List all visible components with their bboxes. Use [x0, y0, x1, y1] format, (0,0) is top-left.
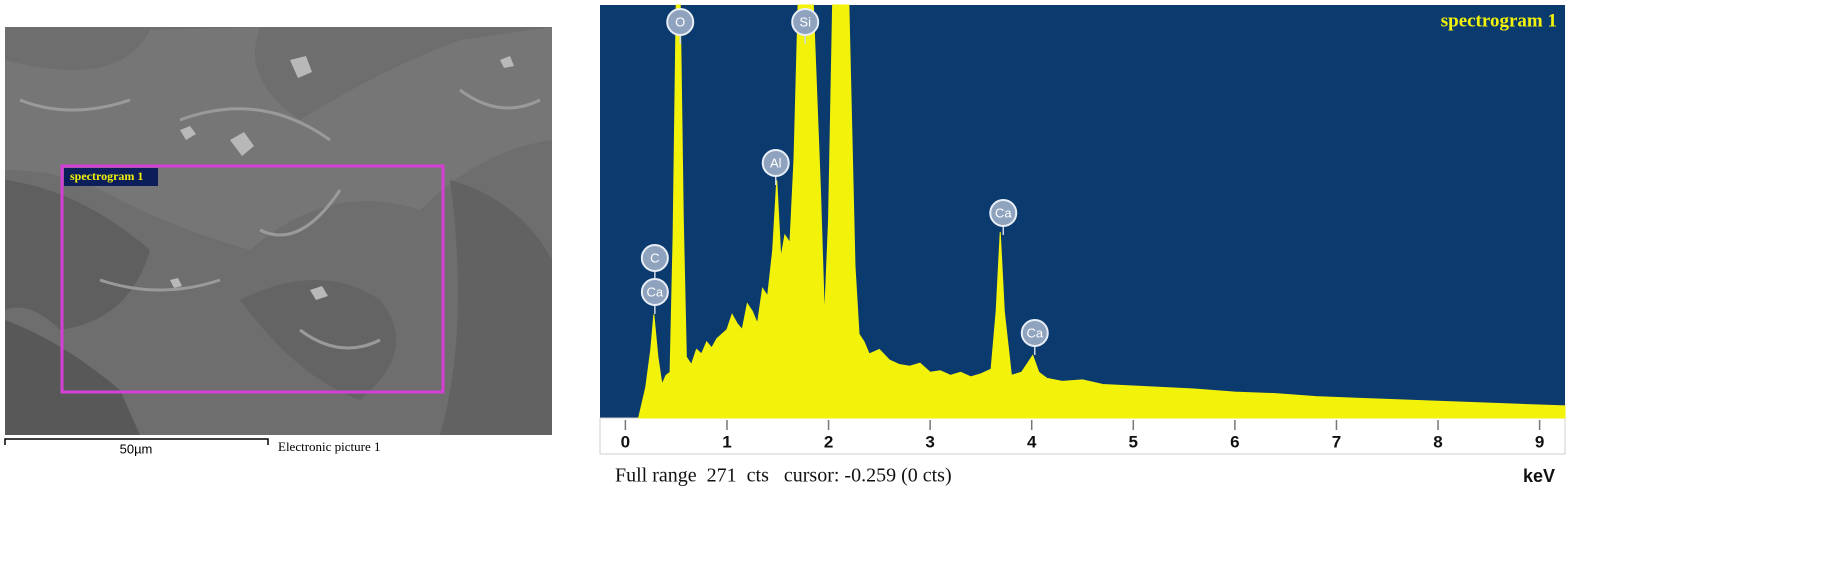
annotation-bubble — [640, 244, 669, 272]
annotation-label: Si — [799, 14, 811, 29]
annotation-bubble — [1020, 319, 1049, 347]
region-label-box — [64, 168, 158, 186]
sem-texture — [5, 320, 140, 435]
x-tick-label: 0 — [621, 432, 630, 451]
x-axis-label: keV — [1523, 466, 1555, 486]
spectrum-chart: 0 1 2 3 4 5 6 7 8 9 C Ca O Al Si Ca Ca spectrogram 1 keV Fu… — [599, 4, 1566, 487]
x-tick-label: 2 — [824, 432, 833, 451]
sem-texture — [5, 27, 552, 250]
annotation-label: O — [675, 14, 685, 29]
scale-bar — [4, 438, 269, 445]
x-tick-label: 3 — [925, 432, 934, 451]
footer: Full range 271 cts cursor: -0.259 (0 cts… — [615, 465, 952, 487]
annotation-label: Al — [770, 155, 782, 170]
x-tick-label: 1 — [722, 432, 731, 451]
annotation-label: Ca — [647, 284, 664, 299]
annotation-bubble — [640, 278, 669, 306]
annotation-bubble — [791, 8, 820, 36]
annotation-bubble — [989, 199, 1018, 227]
annotation-label: C — [650, 250, 659, 265]
x-tick-label: 8 — [1433, 432, 1442, 451]
annotation-bubble — [666, 8, 695, 36]
sem-texture — [5, 180, 150, 330]
image-caption: Electronic picture 1 — [278, 439, 381, 454]
spectrum-region — [60, 164, 445, 394]
x-tick-label: 9 — [1535, 432, 1544, 451]
axis-strip — [599, 417, 1566, 455]
annotation-bubble — [761, 149, 790, 177]
annotation-label: Ca — [1026, 325, 1043, 340]
sem-ridge — [19, 88, 541, 350]
region-label: spectrogram 1 — [70, 169, 143, 183]
annotation-label: Ca — [995, 205, 1012, 220]
scale-bar-label: 50µm — [120, 441, 153, 456]
spectrum-area — [637, 4, 1566, 419]
x-tick-label: 5 — [1129, 432, 1138, 451]
sem-image: spectrogram 1 50µm Electronic picture 1 — [4, 27, 552, 456]
sem-texture — [440, 180, 552, 435]
x-tick-label: 6 — [1230, 432, 1239, 451]
chart-title: spectrogram 1 — [1441, 10, 1557, 31]
x-tick-label: 7 — [1332, 432, 1341, 451]
x-tick-label: 4 — [1027, 432, 1037, 451]
